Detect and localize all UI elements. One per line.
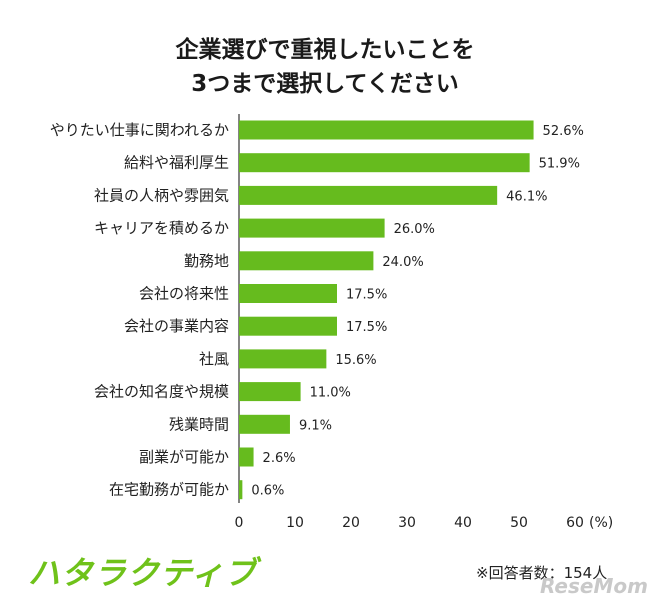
bar-10 <box>239 447 254 467</box>
category-label-11: 在宅勤務が可能か <box>109 481 229 499</box>
x-axis-unit: (%) <box>589 515 613 531</box>
category-label-8: 会社の知名度や規模 <box>94 383 229 401</box>
value-label-9: 9.1% <box>299 418 332 433</box>
x-tick-label-3: 30 <box>398 515 416 531</box>
x-tick-label-0: 0 <box>235 515 244 531</box>
category-label-4: 勤務地 <box>184 252 229 270</box>
bar-11 <box>239 480 243 500</box>
brand-logo: ハタラクティブ <box>28 554 258 592</box>
watermark-logo: ReseMom <box>540 574 648 598</box>
chart-title-line-2: 3つまで選択してください <box>191 71 459 97</box>
x-tick-label-1: 10 <box>286 515 304 531</box>
value-label-2: 46.1% <box>506 189 547 204</box>
x-tick-label-2: 20 <box>342 515 360 531</box>
value-label-5: 17.5% <box>346 288 387 303</box>
category-label-1: 給料や福利厚生 <box>124 154 229 172</box>
x-tick-label-4: 40 <box>454 515 472 531</box>
chart-title-line-1: 企業選びで重視したいことを <box>175 37 475 63</box>
bar-2 <box>239 185 498 205</box>
category-label-3: キャリアを積めるか <box>94 219 229 237</box>
value-label-0: 52.6% <box>543 124 584 139</box>
bar-8 <box>239 382 301 402</box>
bar-6 <box>239 316 337 336</box>
category-label-2: 社員の人柄や雰囲気 <box>94 186 229 204</box>
category-label-0: やりたい仕事に関われるか <box>50 121 229 139</box>
category-label-10: 副業が可能か <box>139 448 229 466</box>
x-tick-label-5: 50 <box>510 515 528 531</box>
category-label-6: 会社の事業内容 <box>124 317 229 335</box>
bar-4 <box>239 251 374 271</box>
bar-9 <box>239 414 290 434</box>
category-label-9: 残業時間 <box>169 415 229 433</box>
value-label-1: 51.9% <box>539 157 580 172</box>
value-label-10: 2.6% <box>263 451 296 466</box>
bar-0 <box>239 120 534 140</box>
value-label-6: 17.5% <box>346 320 387 335</box>
bar-3 <box>239 218 385 238</box>
value-label-11: 0.6% <box>251 484 284 499</box>
value-label-8: 11.0% <box>310 386 351 401</box>
x-tick-label-6: 60 <box>566 515 584 531</box>
value-label-7: 15.6% <box>335 353 376 368</box>
value-label-3: 26.0% <box>394 222 435 237</box>
bar-7 <box>239 349 327 369</box>
category-label-5: 会社の将来性 <box>139 285 229 303</box>
bar-1 <box>239 153 530 173</box>
respondent-count-note: ※回答者数：154人 <box>476 564 608 582</box>
bar-5 <box>239 284 337 303</box>
category-label-7: 社風 <box>199 350 229 368</box>
value-label-4: 24.0% <box>382 255 423 270</box>
